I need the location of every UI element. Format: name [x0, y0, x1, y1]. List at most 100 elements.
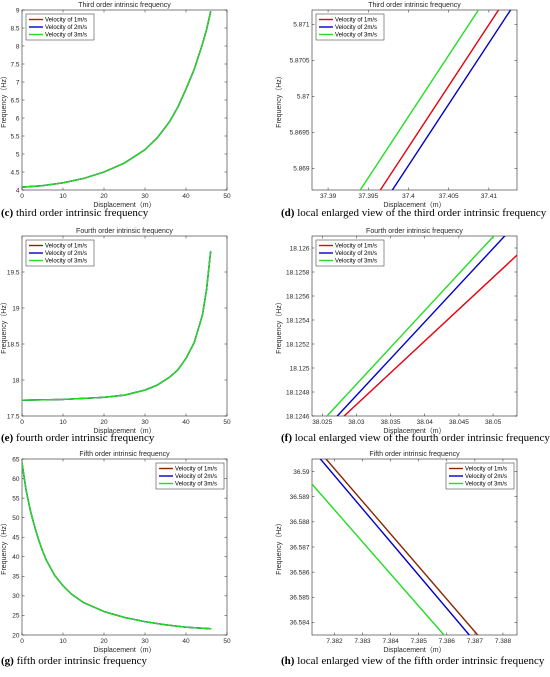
legend-label: Velocity of 3m/s [45, 33, 87, 39]
legend-label: Velocity of 1m/s [175, 467, 217, 473]
y-tick-label: 5.8695 [290, 130, 310, 137]
y-tick-label: 5.87 [297, 94, 310, 101]
x-tick-label: 0 [20, 419, 24, 426]
series-line-3 [22, 11, 212, 188]
panel-caption: (e) fourth order intrinsic frequency [1, 432, 155, 444]
x-tick-label: 38.035 [381, 419, 401, 426]
y-tick-label: 20 [12, 632, 20, 639]
y-axis-label: Frequency（Hz） [0, 519, 8, 575]
x-tick-label: 40 [182, 193, 190, 200]
x-tick-label: 0 [20, 193, 24, 200]
legend-label: Velocity of 2m/s [45, 251, 87, 257]
caption-label: (f) [281, 432, 292, 444]
chart-panel-f: Fourth order intrinsic frequency 38.025 38… [275, 228, 550, 444]
y-tick-label: 4 [16, 187, 20, 194]
y-tick-label: 45 [12, 535, 20, 542]
legend-label: Velocity of 1m/s [335, 244, 377, 250]
y-tick-label: 65 [12, 456, 20, 463]
y-tick-label: 8.5 [10, 25, 19, 32]
x-tick-label: 38.03 [348, 419, 365, 426]
y-tick-label: 60 [12, 476, 20, 483]
y-tick-label: 36.586 [290, 569, 310, 576]
x-tick-label: 38.045 [449, 419, 469, 426]
y-tick-label: 18.1248 [286, 389, 310, 396]
chart-title: Third order intrinsic frequency [78, 2, 171, 9]
y-tick-label: 19.5 [7, 269, 20, 276]
panel-caption: (h) local enlarged view of the fifth ord… [281, 655, 545, 667]
x-tick-label: 20 [100, 193, 108, 200]
y-tick-label: 50 [12, 515, 20, 522]
x-tick-label: 20 [100, 419, 108, 426]
x-tick-label: 7.386 [439, 638, 456, 645]
series-line-3 [326, 236, 495, 416]
y-tick-label: 36.587 [290, 544, 310, 551]
y-tick-label: 36.59 [293, 469, 310, 476]
x-tick-label: 50 [223, 419, 231, 426]
x-tick-label: 10 [59, 419, 67, 426]
legend-label: Velocity of 1m/s [45, 18, 87, 24]
caption-text: fifth order intrinsic frequency [14, 655, 148, 667]
y-tick-label: 18.5 [7, 341, 20, 348]
x-tick-label: 38.05 [485, 419, 502, 426]
chart-title: Third order intrinsic frequency [368, 2, 461, 9]
y-tick-label: 36.585 [290, 595, 310, 602]
x-tick-label: 30 [141, 193, 149, 200]
y-tick-label: 4.5 [10, 169, 19, 176]
x-tick-label: 40 [182, 638, 190, 645]
panel-caption: (f) local enlarged view of the fourth or… [281, 432, 550, 444]
x-axis-label: Displacement（m） [383, 646, 445, 654]
x-tick-label: 20 [100, 638, 108, 645]
x-axis-label: Displacement（m） [383, 427, 445, 435]
caption-text: local enlarged view of the fourth order … [292, 432, 550, 444]
y-tick-label: 5.869 [293, 166, 310, 173]
panel-caption: (c) third order intrinsic frequency [1, 207, 149, 219]
y-tick-label: 8 [16, 43, 20, 50]
x-tick-label: 50 [223, 193, 231, 200]
x-axis-label: Displacement（m） [93, 427, 155, 435]
caption-text: local enlarged view of the fifth order i… [294, 655, 544, 667]
caption-label: (g) [1, 655, 14, 667]
caption-label: (c) [1, 207, 14, 219]
caption-text: local enlarged view of the third order i… [294, 207, 546, 219]
chart-panel-g: Fifth order intrinsic frequency 0 10 20 30 40… [0, 451, 231, 667]
x-axis-label: Displacement（m） [383, 201, 445, 209]
caption-text: third order intrinsic frequency [13, 207, 149, 219]
y-axis-label: Frequency（Hz） [275, 298, 283, 354]
y-tick-label: 40 [12, 554, 20, 561]
series-line-3 [22, 462, 212, 630]
legend-label: Velocity of 2m/s [175, 474, 217, 480]
x-tick-label: 30 [141, 638, 149, 645]
chart-panel-h: Fifth order intrinsic frequency 7.382 7.38… [275, 451, 545, 667]
x-tick-label: 0 [20, 638, 24, 645]
legend-label: Velocity of 1m/s [335, 18, 377, 24]
y-tick-label: 17.5 [7, 413, 20, 420]
x-tick-label: 7.384 [382, 638, 399, 645]
y-tick-label: 18.1252 [286, 341, 310, 348]
legend-label: Velocity of 3m/s [465, 482, 507, 488]
y-tick-label: 30 [12, 593, 20, 600]
series-line-2 [336, 236, 506, 416]
legend-label: Velocity of 1m/s [45, 244, 87, 250]
legend-box [315, 239, 385, 267]
chart-title: Fifth order intrinsic frequency [79, 451, 170, 458]
y-tick-label: 36.584 [290, 620, 310, 627]
caption-label: (e) [1, 432, 14, 444]
series-line-3 [312, 483, 445, 635]
y-axis-label: Frequency（Hz） [275, 72, 283, 128]
x-tick-label: 37.4 [402, 193, 415, 200]
y-tick-label: 25 [12, 613, 20, 620]
series-line-2 [391, 10, 512, 190]
x-tick-label: 37.39 [320, 193, 337, 200]
x-tick-label: 7.382 [326, 638, 343, 645]
legend-label: Velocity of 2m/s [465, 474, 507, 480]
series-line-3 [359, 10, 480, 190]
y-tick-label: 18 [12, 377, 20, 384]
y-tick-label: 36.588 [290, 519, 310, 526]
y-tick-label: 6 [16, 115, 20, 122]
chart-panel-d: Third order intrinsic frequency 37.39 37.3… [275, 2, 547, 219]
y-tick-label: 19 [12, 305, 20, 312]
series-line-1 [325, 459, 479, 635]
legend-label: Velocity of 1m/s [465, 467, 507, 473]
y-tick-label: 6.5 [10, 97, 19, 104]
